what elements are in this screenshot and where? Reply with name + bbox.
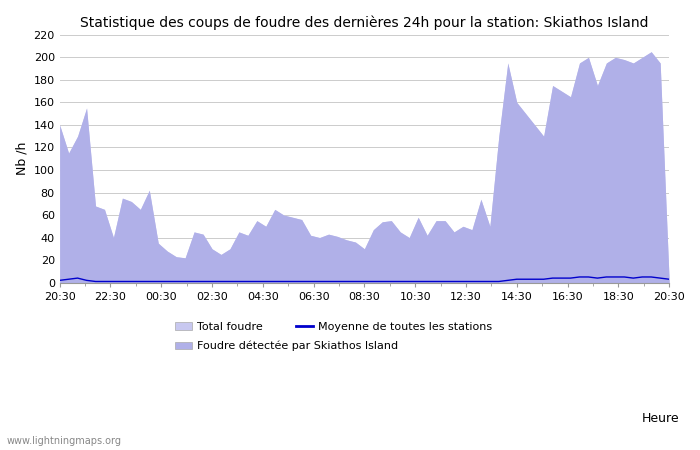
Legend: Foudre détectée par Skiathos Island: Foudre détectée par Skiathos Island xyxy=(175,341,398,351)
Title: Statistique des coups de foudre des dernières 24h pour la station: Skiathos Isla: Statistique des coups de foudre des dern… xyxy=(80,15,649,30)
Text: www.lightningmaps.org: www.lightningmaps.org xyxy=(7,436,122,446)
Y-axis label: Nb /h: Nb /h xyxy=(15,142,28,176)
Text: Heure: Heure xyxy=(641,412,679,425)
